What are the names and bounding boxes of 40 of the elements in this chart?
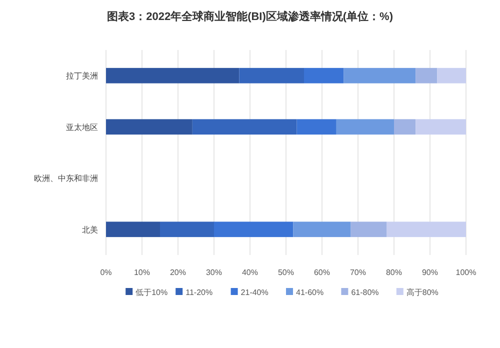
legend-label: 11-20% bbox=[186, 288, 213, 297]
chart-title: 图表3：2022年全球商业智能(BI)区域渗透率情况(单位：%) bbox=[106, 10, 394, 23]
x-tick-label: 0% bbox=[100, 268, 112, 277]
bar bbox=[437, 68, 466, 84]
x-tick-label: 80% bbox=[386, 268, 402, 277]
bar bbox=[239, 68, 304, 84]
bar bbox=[106, 222, 160, 238]
x-tick-label: 20% bbox=[170, 268, 186, 277]
y-tick-label: 欧洲、中东和非洲 bbox=[34, 174, 98, 184]
x-tick-label: 40% bbox=[242, 268, 258, 277]
bar bbox=[106, 119, 192, 135]
y-tick-label: 北美 bbox=[82, 225, 98, 234]
bar bbox=[160, 222, 214, 238]
bar bbox=[293, 222, 351, 238]
bar bbox=[394, 119, 416, 135]
x-tick-label: 70% bbox=[350, 268, 366, 277]
legend-label: 41-60% bbox=[296, 288, 324, 297]
x-tick-label: 50% bbox=[278, 268, 294, 277]
bar bbox=[106, 68, 240, 84]
legend-label: 61-80% bbox=[351, 288, 379, 297]
bar bbox=[416, 68, 438, 84]
bar bbox=[386, 222, 466, 238]
bar bbox=[192, 119, 297, 135]
bar bbox=[296, 119, 336, 135]
x-tick-label: 90% bbox=[422, 268, 438, 277]
bar bbox=[304, 68, 344, 84]
bar bbox=[344, 68, 416, 84]
legend-label: 21-40% bbox=[240, 288, 268, 297]
x-tick-label: 60% bbox=[314, 268, 330, 277]
x-tick-label: 100% bbox=[456, 268, 476, 277]
bar bbox=[416, 119, 466, 135]
legend-label: 高于80% bbox=[406, 288, 438, 297]
x-tick-label: 10% bbox=[134, 268, 150, 277]
bar bbox=[336, 119, 394, 135]
bar bbox=[214, 222, 294, 238]
bar bbox=[350, 222, 387, 238]
y-tick-label: 亚太地区 bbox=[66, 122, 98, 132]
y-tick-label: 拉丁美洲 bbox=[66, 72, 98, 81]
x-tick-label: 30% bbox=[206, 268, 222, 277]
legend-label: 低于10% bbox=[136, 288, 168, 297]
